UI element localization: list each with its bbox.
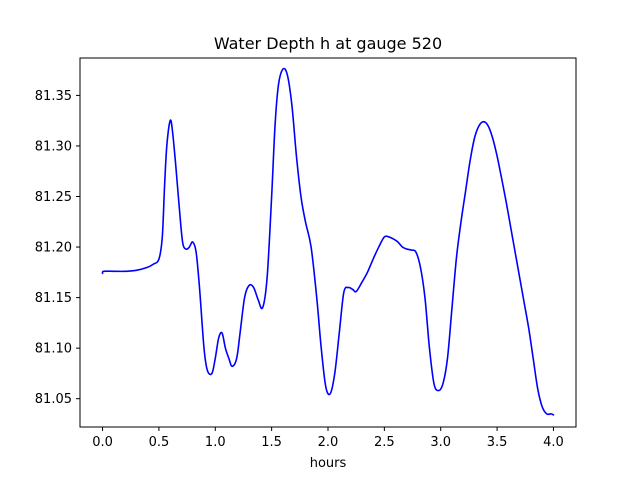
x-tick-label: 3.0: [430, 435, 451, 450]
x-axis-label: hours: [310, 456, 347, 471]
y-tick-label: 81.10: [35, 342, 72, 357]
y-tick-label: 81.30: [35, 139, 72, 154]
x-tick-label: 1.5: [261, 435, 282, 450]
y-tick-label: 81.15: [35, 291, 72, 306]
x-tick-label: 3.5: [487, 435, 508, 450]
axes-frame: [79, 57, 577, 428]
y-tick-label: 81.35: [35, 89, 72, 104]
plot-area: [101, 67, 555, 416]
x-tick-label: 0.0: [92, 435, 113, 450]
x-tick-label: 2.5: [374, 435, 395, 450]
x-tick-label: 0.5: [149, 435, 170, 450]
x-tick-label: 4.0: [543, 435, 564, 450]
y-tick-label: 81.20: [35, 241, 72, 256]
x-tick-label: 2.0: [318, 435, 339, 450]
series-line: [101, 67, 555, 416]
y-tick-label: 81.25: [35, 190, 72, 205]
axes-ticks: 0.0 0.5 1.0 1.5 2.0 2.5 3.0 3.5 4.0 81.05 81.10 81.…: [35, 89, 564, 450]
x-tick-label: 1.0: [205, 435, 226, 450]
y-tick-label: 81.05: [35, 392, 72, 407]
chart-title: Water Depth h at gauge 520: [214, 34, 442, 53]
